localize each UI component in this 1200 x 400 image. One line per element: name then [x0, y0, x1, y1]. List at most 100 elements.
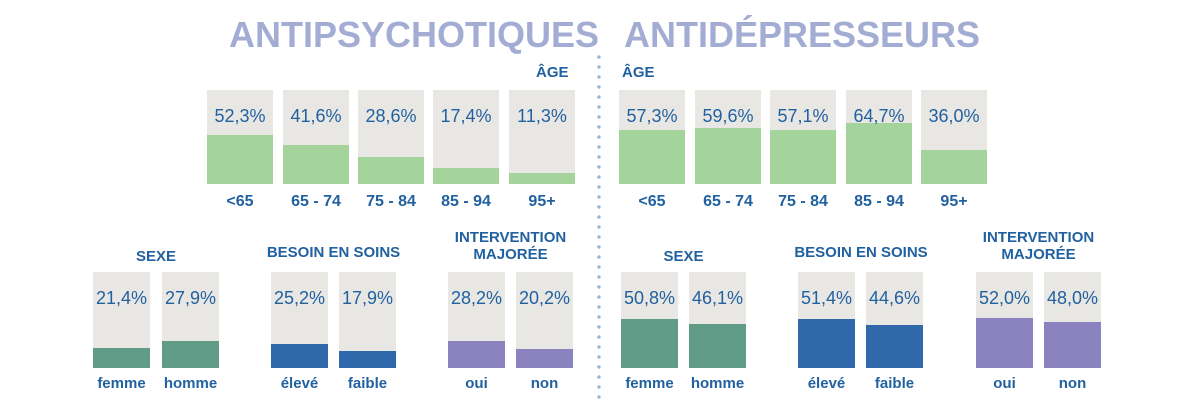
category-label: oui — [465, 375, 488, 392]
bar-fill — [1044, 321, 1101, 368]
bar-fill — [433, 167, 499, 184]
bar-value-label: 17,9% — [341, 288, 394, 308]
bar-fill — [448, 340, 505, 368]
bar-intervention-antidepresseurs: 48,0% — [1044, 272, 1101, 368]
bar-value-label: 57,1% — [777, 106, 829, 126]
bar-soins-antidepresseurs: 51,4% — [798, 272, 855, 368]
bar-fill — [162, 341, 219, 368]
bar-age-antipsychotiques: 17,4% — [433, 90, 499, 184]
bar-soins-antidepresseurs: 44,6% — [866, 272, 923, 368]
category-label: 85 - 94 — [441, 193, 491, 210]
group-title-line: MAJORÉE — [473, 246, 548, 263]
category-label: 65 - 74 — [703, 193, 753, 210]
bar-value-label: 50,8% — [623, 288, 676, 308]
bar-intervention-antipsychotiques: 28,2% — [448, 272, 505, 368]
category-label: homme — [163, 375, 218, 392]
category-label: <65 — [638, 193, 666, 210]
bar-fill — [695, 128, 761, 184]
bar-age-antidepresseurs: 57,1% — [770, 90, 836, 184]
title-antidepresseurs: ANTIDÉPRESSEURS — [624, 14, 981, 55]
group-title-line: MAJORÉE — [1001, 246, 1076, 263]
bar-age-antidepresseurs: 57,3% — [619, 90, 685, 184]
category-label: non — [1058, 375, 1087, 392]
bar-value-label: 11,3% — [517, 106, 567, 126]
category-label: 95+ — [528, 193, 556, 210]
age-label-antipsychotiques: ÂGE — [536, 64, 569, 81]
bar-fill — [271, 343, 328, 368]
category-label: femme — [625, 375, 674, 392]
category-label: non — [530, 375, 559, 392]
group-title-line: BESOIN EN SOINS — [266, 244, 401, 261]
bar-sexe-antidepresseurs: 46,1% — [689, 272, 746, 368]
group-title-line: SEXE — [663, 248, 704, 265]
bar-value-label: 46,1% — [691, 288, 744, 308]
group-title-sexe-antidepresseurs: SEXE — [621, 248, 746, 265]
bar-value-label: 21,4% — [95, 288, 148, 308]
bar-value-label: 25,2% — [273, 288, 326, 308]
group-title-intervention-antidepresseurs: INTERVENTION MAJORÉE — [976, 229, 1101, 263]
bar-fill — [770, 130, 836, 184]
category-label: faible — [874, 375, 915, 392]
bar-fill — [339, 350, 396, 368]
bar-soins-antipsychotiques: 25,2% — [271, 272, 328, 368]
category-label: 95+ — [940, 193, 968, 210]
bar-age-antipsychotiques: 52,3% — [207, 90, 273, 184]
category-label: 75 - 84 — [778, 193, 828, 210]
bar-fill — [846, 123, 912, 184]
category-label: oui — [993, 375, 1016, 392]
bar-intervention-antipsychotiques: 20,2% — [516, 272, 573, 368]
bar-value-label: 28,6% — [365, 106, 417, 126]
bar-fill — [358, 157, 424, 184]
category-label: 85 - 94 — [854, 193, 904, 210]
bar-value-label: 48,0% — [1046, 288, 1099, 308]
category-label: homme — [690, 375, 745, 392]
bar-sexe-antidepresseurs: 50,8% — [621, 272, 678, 368]
bar-fill — [509, 173, 575, 184]
category-label: <65 — [226, 193, 254, 210]
bar-age-antidepresseurs: 59,6% — [695, 90, 761, 184]
category-label: femme — [97, 375, 146, 392]
bar-value-label: 57,3% — [626, 106, 678, 126]
category-label: élevé — [807, 375, 846, 392]
age-label-antidepresseurs: ÂGE — [622, 64, 655, 81]
bar-fill — [93, 347, 150, 368]
group-title-line: BESOIN EN SOINS — [794, 244, 928, 261]
bar-soins-antipsychotiques: 17,9% — [339, 272, 396, 368]
bar-fill — [621, 319, 678, 368]
bar-fill — [921, 150, 987, 184]
group-title-line: INTERVENTION — [982, 229, 1095, 246]
panel-divider — [597, 52, 601, 400]
group-title-sexe-antipsychotiques: SEXE — [93, 248, 219, 265]
title-antipsychotiques: ANTIPSYCHOTIQUES — [229, 14, 600, 55]
bar-sexe-antipsychotiques: 21,4% — [93, 272, 150, 368]
bar-fill — [976, 318, 1033, 368]
bar-fill — [866, 325, 923, 368]
bar-value-label: 52,3% — [214, 106, 266, 126]
bar-fill — [516, 348, 573, 368]
bar-fill — [689, 323, 746, 368]
group-title-soins-antidepresseurs: BESOIN EN SOINS — [790, 244, 932, 261]
bar-age-antidepresseurs: 36,0% — [921, 90, 987, 184]
bar-value-label: 17,4% — [440, 106, 492, 126]
category-label: faible — [347, 375, 388, 392]
group-title-line: SEXE — [135, 248, 177, 265]
category-label: élevé — [280, 375, 319, 392]
bar-value-label: 52,0% — [978, 288, 1031, 308]
bar-age-antipsychotiques: 11,3% — [509, 90, 575, 184]
bar-age-antipsychotiques: 28,6% — [358, 90, 424, 184]
group-title-soins-antipsychotiques: BESOIN EN SOINS — [262, 244, 405, 261]
bar-value-label: 59,6% — [702, 106, 754, 126]
bar-value-label: 20,2% — [518, 288, 571, 308]
category-label: 65 - 74 — [291, 193, 341, 210]
bar-fill — [207, 134, 273, 184]
bar-value-label: 36,0% — [928, 106, 980, 126]
bar-age-antidepresseurs: 64,7% — [846, 90, 912, 184]
group-title-line: INTERVENTION — [454, 229, 567, 246]
bar-value-label: 64,7% — [853, 106, 905, 126]
group-title-intervention-antipsychotiques: INTERVENTION MAJORÉE — [448, 229, 573, 263]
bar-value-label: 27,9% — [164, 288, 217, 308]
bar-age-antipsychotiques: 41,6% — [283, 90, 349, 184]
bar-value-label: 44,6% — [868, 288, 921, 308]
category-label: 75 - 84 — [366, 193, 416, 210]
bar-value-label: 51,4% — [800, 288, 853, 308]
